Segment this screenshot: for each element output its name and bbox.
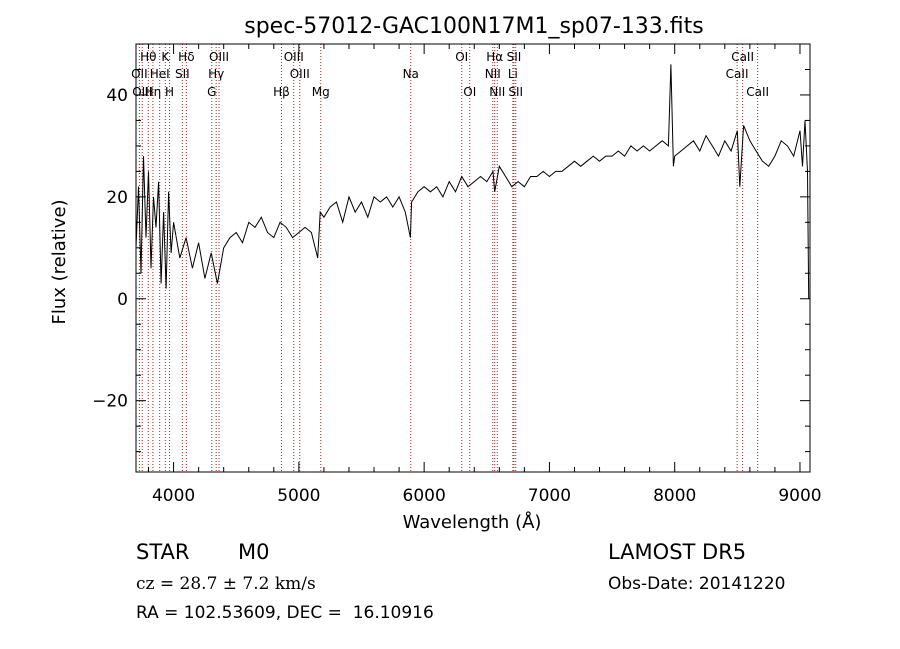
x-tick-label-4: 8000 [653,486,696,506]
line-label-2: OIII [132,85,152,99]
line-label-1: OII [131,67,148,81]
line-label-9: OIII [209,50,229,64]
coordinates-text: RA = 102.53609, DEC = 16.10916 [136,603,434,623]
spectrum-series [135,64,810,299]
y-axis-label: Flux (relative) [49,199,70,324]
y-tick-label-2: 20 [106,188,128,208]
x-tick-label-3: 7000 [528,486,571,506]
line-label-26: CaII [731,50,754,64]
line-label-19: Hα [486,50,503,64]
line-label-6: H [165,85,174,99]
line-label-14: OIII [290,67,310,81]
x-axis-ticks: 4000 5000 6000 7000 8000 9000 [148,44,822,506]
line-label-27: CaII [746,85,769,99]
line-label-18: OI [463,85,476,99]
y-axis-ticks: −20 0 20 40 [92,68,810,453]
x-tick-label-2: 6000 [403,486,446,506]
line-label-5: HeI [150,67,170,81]
x-axis-label: Wavelength (Å) [403,511,542,533]
y-tick-label-3: 40 [106,86,128,106]
data-release: LAMOST DR5 [608,540,747,564]
line-label-7: SII [175,67,190,81]
line-label-22: SII [507,50,522,64]
object-type: STAR [136,540,190,564]
line-label-12: Hβ [273,85,290,99]
line-label-24: SII [508,85,523,99]
x-tick-label-0: 4000 [152,486,195,506]
x-tick-label-5: 9000 [778,486,821,506]
line-label-13: OIII [284,50,304,64]
plot-frame [135,43,811,473]
line-label-17: OI [455,50,468,64]
line-label-10: Hγ [208,67,224,81]
line-label-23: Li [508,67,518,81]
obs-date-text: Obs-Date: 20141220 [608,574,786,594]
line-label-25: CaII [726,67,749,81]
line-label-3: Hη [145,85,162,99]
line-label-0: Hθ [140,50,156,64]
redshift-text: cz = 28.7 ± 7.2 km/s [136,574,316,594]
x-tick-label-1: 5000 [277,486,320,506]
object-subclass: M0 [238,540,270,564]
y-tick-label-0: −20 [92,392,128,412]
spectral-line-markers [138,44,759,472]
line-label-16: Na [403,67,419,81]
line-label-21: NII [489,85,505,99]
line-label-11: G [207,85,216,99]
line-label-4: K [161,50,170,64]
y-tick-label-1: 0 [117,290,128,310]
chart-title: spec-57012-GAC100N17M1_sp07-133.fits [244,14,704,39]
line-label-15: Mg [312,85,330,99]
line-label-20: NII [485,67,501,81]
line-label-8: Hδ [178,50,194,64]
